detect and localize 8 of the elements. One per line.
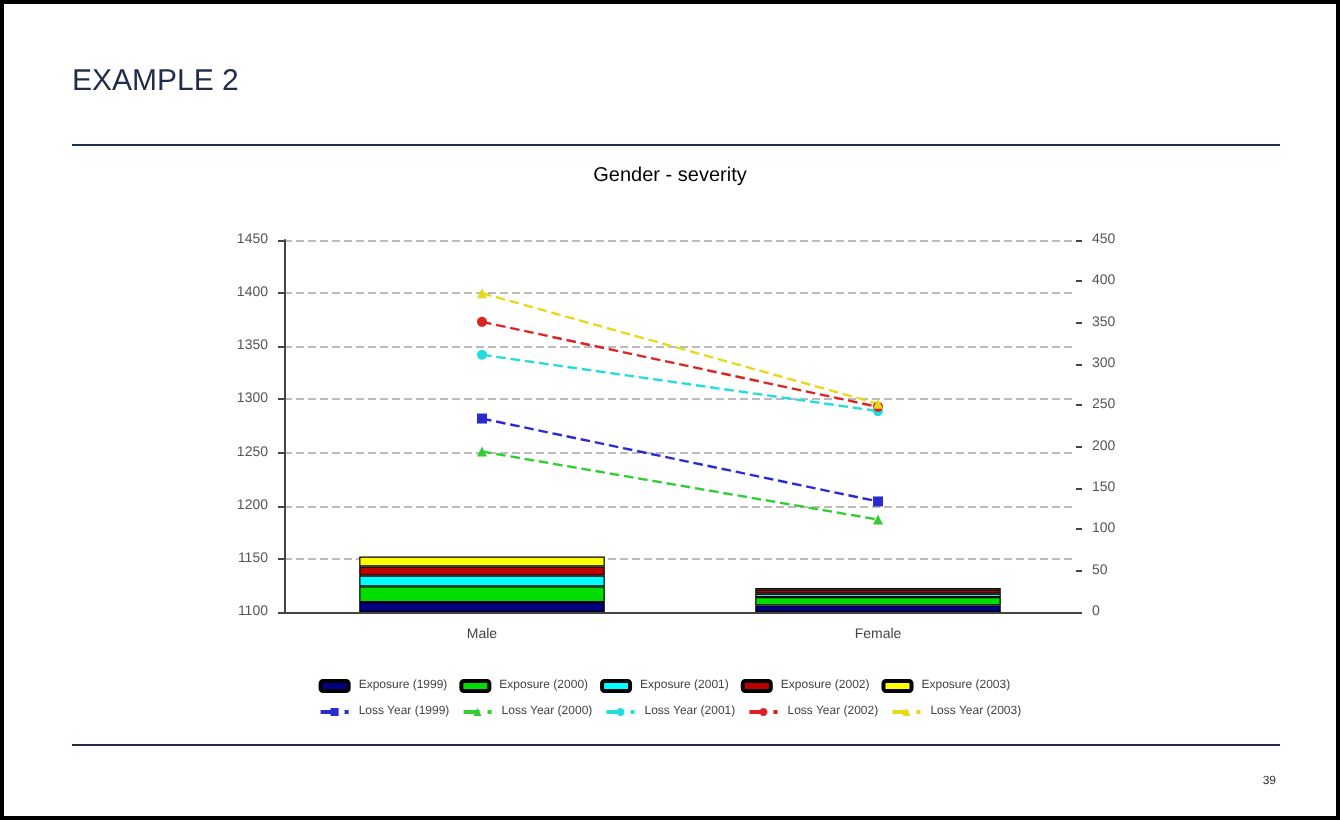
point [477, 316, 487, 327]
chart-subtitle: Gender - severity [593, 165, 747, 187]
chart-title: EXAMPLE 2 [72, 64, 239, 98]
bar [755, 597, 1001, 606]
point [873, 496, 883, 507]
bar [755, 605, 1001, 612]
point [477, 413, 487, 424]
point [477, 349, 487, 360]
